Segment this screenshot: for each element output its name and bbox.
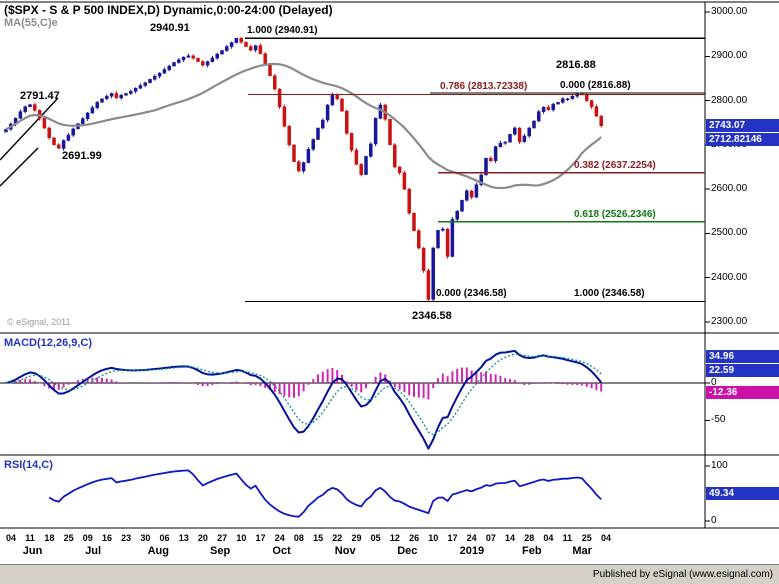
date-axis-month-label: Dec: [397, 545, 418, 557]
fib-annotation-label: 0.382 (2637.2254): [574, 159, 656, 171]
date-axis-day-label: 17: [447, 533, 458, 543]
macd-badge: 22.59: [706, 363, 779, 377]
esignal-watermark: © eSignal, 2011: [7, 317, 71, 327]
date-axis-day-label: 17: [255, 533, 266, 543]
date-axis-day-label: 11: [562, 533, 573, 543]
date-axis-day-label: 08: [293, 533, 304, 543]
fib-annotation-label: 0.000 (2816.88): [560, 80, 631, 92]
price-axis-tick: 2900.00: [711, 50, 748, 62]
pivot-price-label: 2940.91: [150, 22, 190, 35]
date-axis-day-label: 05: [370, 533, 381, 543]
date-axis-day-label: 28: [524, 533, 535, 543]
footer-bar: Published by eSignal (www.esignal.com): [0, 564, 779, 584]
date-axis-day-label: 04: [6, 533, 17, 543]
date-axis-month-label: Mar: [572, 545, 592, 557]
chart-title: ($SPX - S & P 500 INDEX,D) Dynamic,0:00-…: [4, 3, 333, 17]
date-axis-day-label: 16: [101, 533, 112, 543]
date-axis-day-label: 27: [217, 533, 228, 543]
price-axis-tick: 2300.00: [711, 316, 748, 327]
date-axis-day-label: 06: [159, 533, 170, 543]
price-badge: 2743.07: [706, 119, 779, 133]
ma-indicator-label: MA(55,C)e: [4, 17, 58, 29]
date-axis-day-label: 09: [82, 533, 93, 543]
date-axis-day-label: 22: [332, 533, 343, 543]
price-axis-tick: 2400.00: [711, 271, 748, 283]
date-axis-day-label: 25: [63, 533, 74, 543]
date-axis-month-label: Jun: [22, 545, 43, 557]
rsi-axis-tick: 0: [711, 515, 717, 526]
date-axis-day-label: 04: [543, 533, 554, 543]
date-axis-day-label: 26: [409, 533, 420, 543]
date-axis-day-label: 25: [581, 533, 592, 543]
date-axis-month-label: Jul: [85, 545, 102, 557]
date-axis-month-label: Sep: [210, 545, 231, 557]
price-axis-tick: 3000.00: [711, 6, 748, 17]
date-axis-day-label: 18: [44, 533, 55, 543]
rsi-badge: 49.34: [706, 487, 779, 501]
price-axis-tick: 2600.00: [711, 183, 748, 195]
date-axis-day-label: 30: [140, 533, 151, 543]
date-axis-day-label: 23: [121, 533, 132, 543]
date-axis-day-label: 14: [505, 533, 516, 543]
fib-annotation-label: 0.618 (2526.2346): [574, 208, 656, 220]
date-axis-day-label: 10: [236, 533, 247, 543]
macd-badge: 34.96: [706, 350, 779, 364]
footer-text: Published by eSignal (www.esignal.com): [592, 569, 773, 580]
rsi-axis-tick: 100: [711, 460, 728, 471]
pivot-price-label: 2816.88: [556, 59, 596, 72]
price-badge: 2712.82146: [706, 132, 779, 146]
date-axis-month-label: Nov: [334, 545, 356, 557]
date-axis-day-label: 15: [313, 533, 324, 543]
macd-axis-tick: -50: [711, 414, 726, 426]
pivot-price-label: 2691.99: [62, 150, 102, 163]
fib-annotation-label: 0.000 (2346.58): [436, 288, 507, 300]
price-axis-tick: 2500.00: [711, 227, 748, 239]
pivot-price-label: 2791.47: [20, 90, 60, 103]
date-axis-day-label: 12: [389, 533, 400, 543]
date-axis-day-label: 29: [351, 533, 362, 543]
date-axis-day-label: 20: [197, 533, 208, 543]
macd-indicator-label: MACD(12,26,9,C): [4, 337, 93, 349]
date-axis-month-label: Aug: [147, 545, 169, 557]
date-axis-month-label: 2019: [459, 545, 485, 557]
date-axis-day-label: 04: [601, 533, 612, 543]
price-axis-tick: 2800.00: [711, 94, 748, 106]
pivot-price-label: 2346.58: [412, 310, 452, 323]
date-axis-day-label: 07: [485, 533, 496, 543]
fib-annotation-label: 1.000 (2346.58): [574, 288, 645, 300]
rsi-indicator-label: RSI(14,C): [4, 459, 53, 471]
fib-annotation-label: 1.000 (2940.91): [247, 25, 318, 37]
date-axis-day-label: 11: [25, 533, 35, 543]
date-axis-day-label: 10: [428, 533, 439, 543]
date-axis-day-label: 24: [466, 533, 477, 543]
macd-axis-tick: 0: [711, 377, 717, 388]
date-axis-day-label: 24: [274, 533, 285, 543]
fib-annotation-label: 0.786 (2813.72338): [440, 81, 528, 93]
macd-badge: -12.36: [706, 385, 779, 399]
date-axis-month-label: Feb: [522, 545, 542, 557]
date-axis-month-label: Oct: [272, 545, 291, 557]
date-axis-day-label: 13: [178, 533, 189, 543]
